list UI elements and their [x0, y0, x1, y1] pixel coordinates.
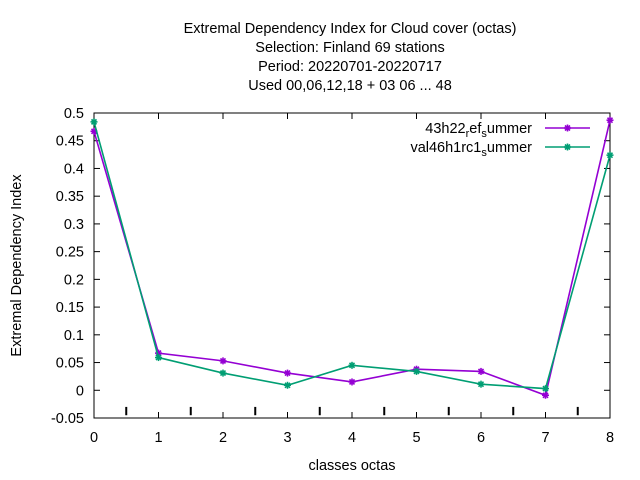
title-line: Used 00,06,12,18 + 03 06 ... 48 [248, 78, 452, 94]
y-tick-label: 0.05 [56, 356, 84, 372]
data-point [606, 116, 614, 124]
y-tick-label: 0.1 [64, 328, 84, 344]
data-point [348, 361, 356, 369]
title-line: Selection: Finland 69 stations [255, 40, 444, 56]
y-tick-label: -0.05 [51, 411, 84, 427]
series-1 [90, 116, 614, 399]
x-tick-label: 0 [90, 430, 98, 446]
x-tick-label: 6 [477, 430, 485, 446]
data-point [542, 385, 549, 393]
data-point [606, 151, 614, 159]
y-axis: -0.05 0 0.05 0.1 0.15 0.2 0.25 0.3 0.35 0.4 0.45 0.… [51, 106, 610, 427]
x-tick-label: 4 [348, 430, 356, 446]
x-axis-label: classes octas [308, 458, 395, 474]
y-tick-label: 0.2 [64, 272, 84, 288]
chart-title: Extremal Dependency Index for Cloud cove… [184, 21, 517, 94]
title-line: Period: 20220701-20220717 [258, 59, 442, 75]
series-lines [90, 116, 614, 399]
x-tick-label: 1 [154, 430, 162, 446]
x-tick-label: 7 [541, 430, 549, 446]
y-tick-label: 0.15 [56, 300, 84, 316]
data-point [284, 369, 291, 377]
plot-border [93, 112, 611, 419]
y-tick-label: 0.45 [56, 134, 84, 150]
series-2 [90, 118, 614, 393]
data-point [219, 369, 227, 377]
minor-ticks [125, 406, 579, 416]
y-tick-label: 0.3 [64, 217, 84, 233]
y-tick-label: 0.25 [56, 245, 84, 261]
legend-label: 43h22refsummer [425, 121, 532, 140]
y-tick-label: 0.4 [64, 161, 84, 177]
x-tick-label: 8 [606, 430, 614, 446]
legend-item: val46h1rc1summer [410, 140, 590, 159]
data-point [284, 381, 291, 389]
data-point [542, 391, 549, 399]
legend-item: 43h22refsummer [425, 121, 590, 140]
x-tick-label: 5 [412, 430, 420, 446]
series-line [93, 121, 611, 390]
series-line [93, 120, 611, 397]
data-point [477, 380, 485, 388]
title-line: Extremal Dependency Index for Cloud cove… [184, 21, 517, 37]
legend-label: val46h1rc1summer [410, 140, 532, 159]
x-tick-label: 3 [283, 430, 291, 446]
y-tick-label: 0.5 [64, 106, 84, 122]
y-tick-label: 0 [76, 383, 84, 399]
y-tick-label: 0.35 [56, 189, 84, 205]
data-point [477, 367, 485, 375]
data-point [155, 354, 162, 362]
x-axis: 0 1 2 3 4 5 6 7 8 [90, 113, 614, 446]
data-point [348, 378, 356, 386]
data-point [219, 357, 227, 365]
plot-frame [93, 112, 611, 419]
data-point [413, 367, 420, 375]
y-axis-label: Extremal Dependency Index [9, 174, 25, 357]
x-tick-label: 2 [219, 430, 227, 446]
data-point [90, 118, 98, 126]
